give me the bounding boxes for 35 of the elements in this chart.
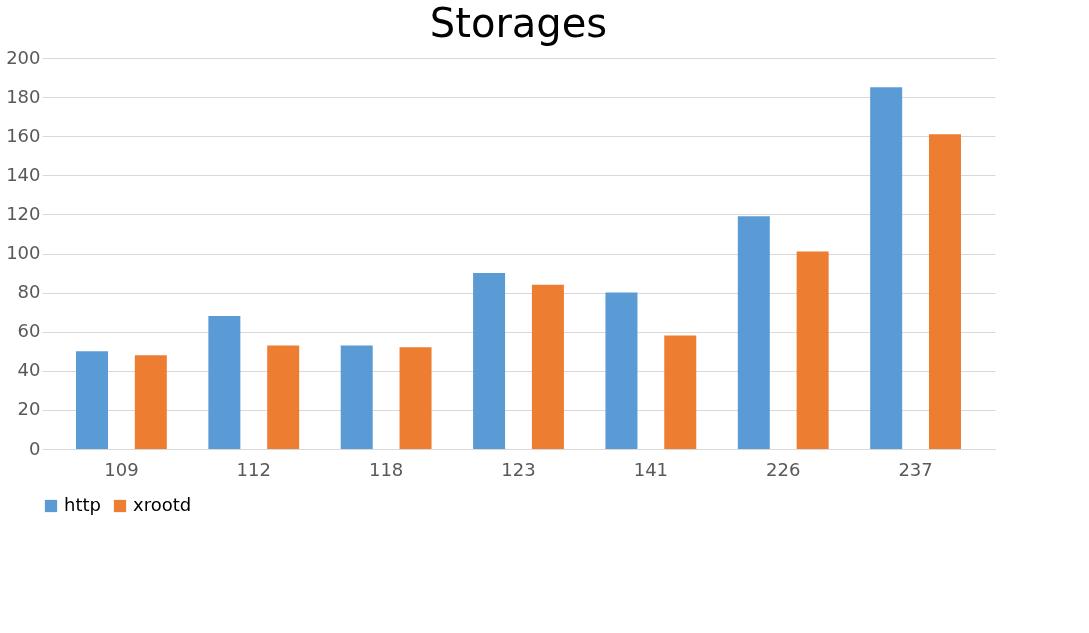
- bar: [605, 292, 638, 449]
- y-tick-label: 0: [29, 437, 41, 459]
- bar: [531, 284, 564, 449]
- bar: [76, 351, 108, 449]
- y-tick-label: 160: [6, 124, 41, 146]
- y-tick-label: 180: [6, 85, 41, 107]
- chart-title: Storages: [429, 0, 608, 46]
- x-tick-label: 109: [104, 458, 139, 480]
- x-tick-label: 112: [236, 458, 271, 480]
- legend-label: xrootd: [133, 494, 192, 515]
- bar: [134, 355, 167, 449]
- x-tick-label: 226: [766, 458, 801, 480]
- bar: [929, 134, 961, 449]
- bar: [208, 316, 241, 449]
- x-tick-label: 118: [368, 458, 404, 480]
- y-tick-label: 20: [17, 398, 41, 420]
- y-tick-label: 80: [17, 281, 41, 303]
- bar: [737, 216, 770, 449]
- legend-label: http: [64, 494, 101, 515]
- y-tick-label: 120: [6, 202, 41, 224]
- x-tick-label: 141: [633, 458, 669, 480]
- bar: [796, 251, 829, 449]
- y-tick-label: 140: [6, 163, 41, 185]
- bar: [399, 347, 432, 449]
- x-tick-label: 237: [898, 458, 933, 480]
- y-tick-label: 200: [6, 46, 41, 68]
- bar: [664, 335, 697, 449]
- y-tick-label: 100: [6, 242, 41, 263]
- y-tick-label: 60: [17, 320, 41, 342]
- bar: [870, 87, 903, 449]
- bar: [473, 273, 506, 449]
- x-tick-label: 123: [501, 458, 536, 480]
- bar: [267, 345, 300, 449]
- bar: [340, 345, 373, 449]
- y-tick-label: 40: [17, 359, 41, 381]
